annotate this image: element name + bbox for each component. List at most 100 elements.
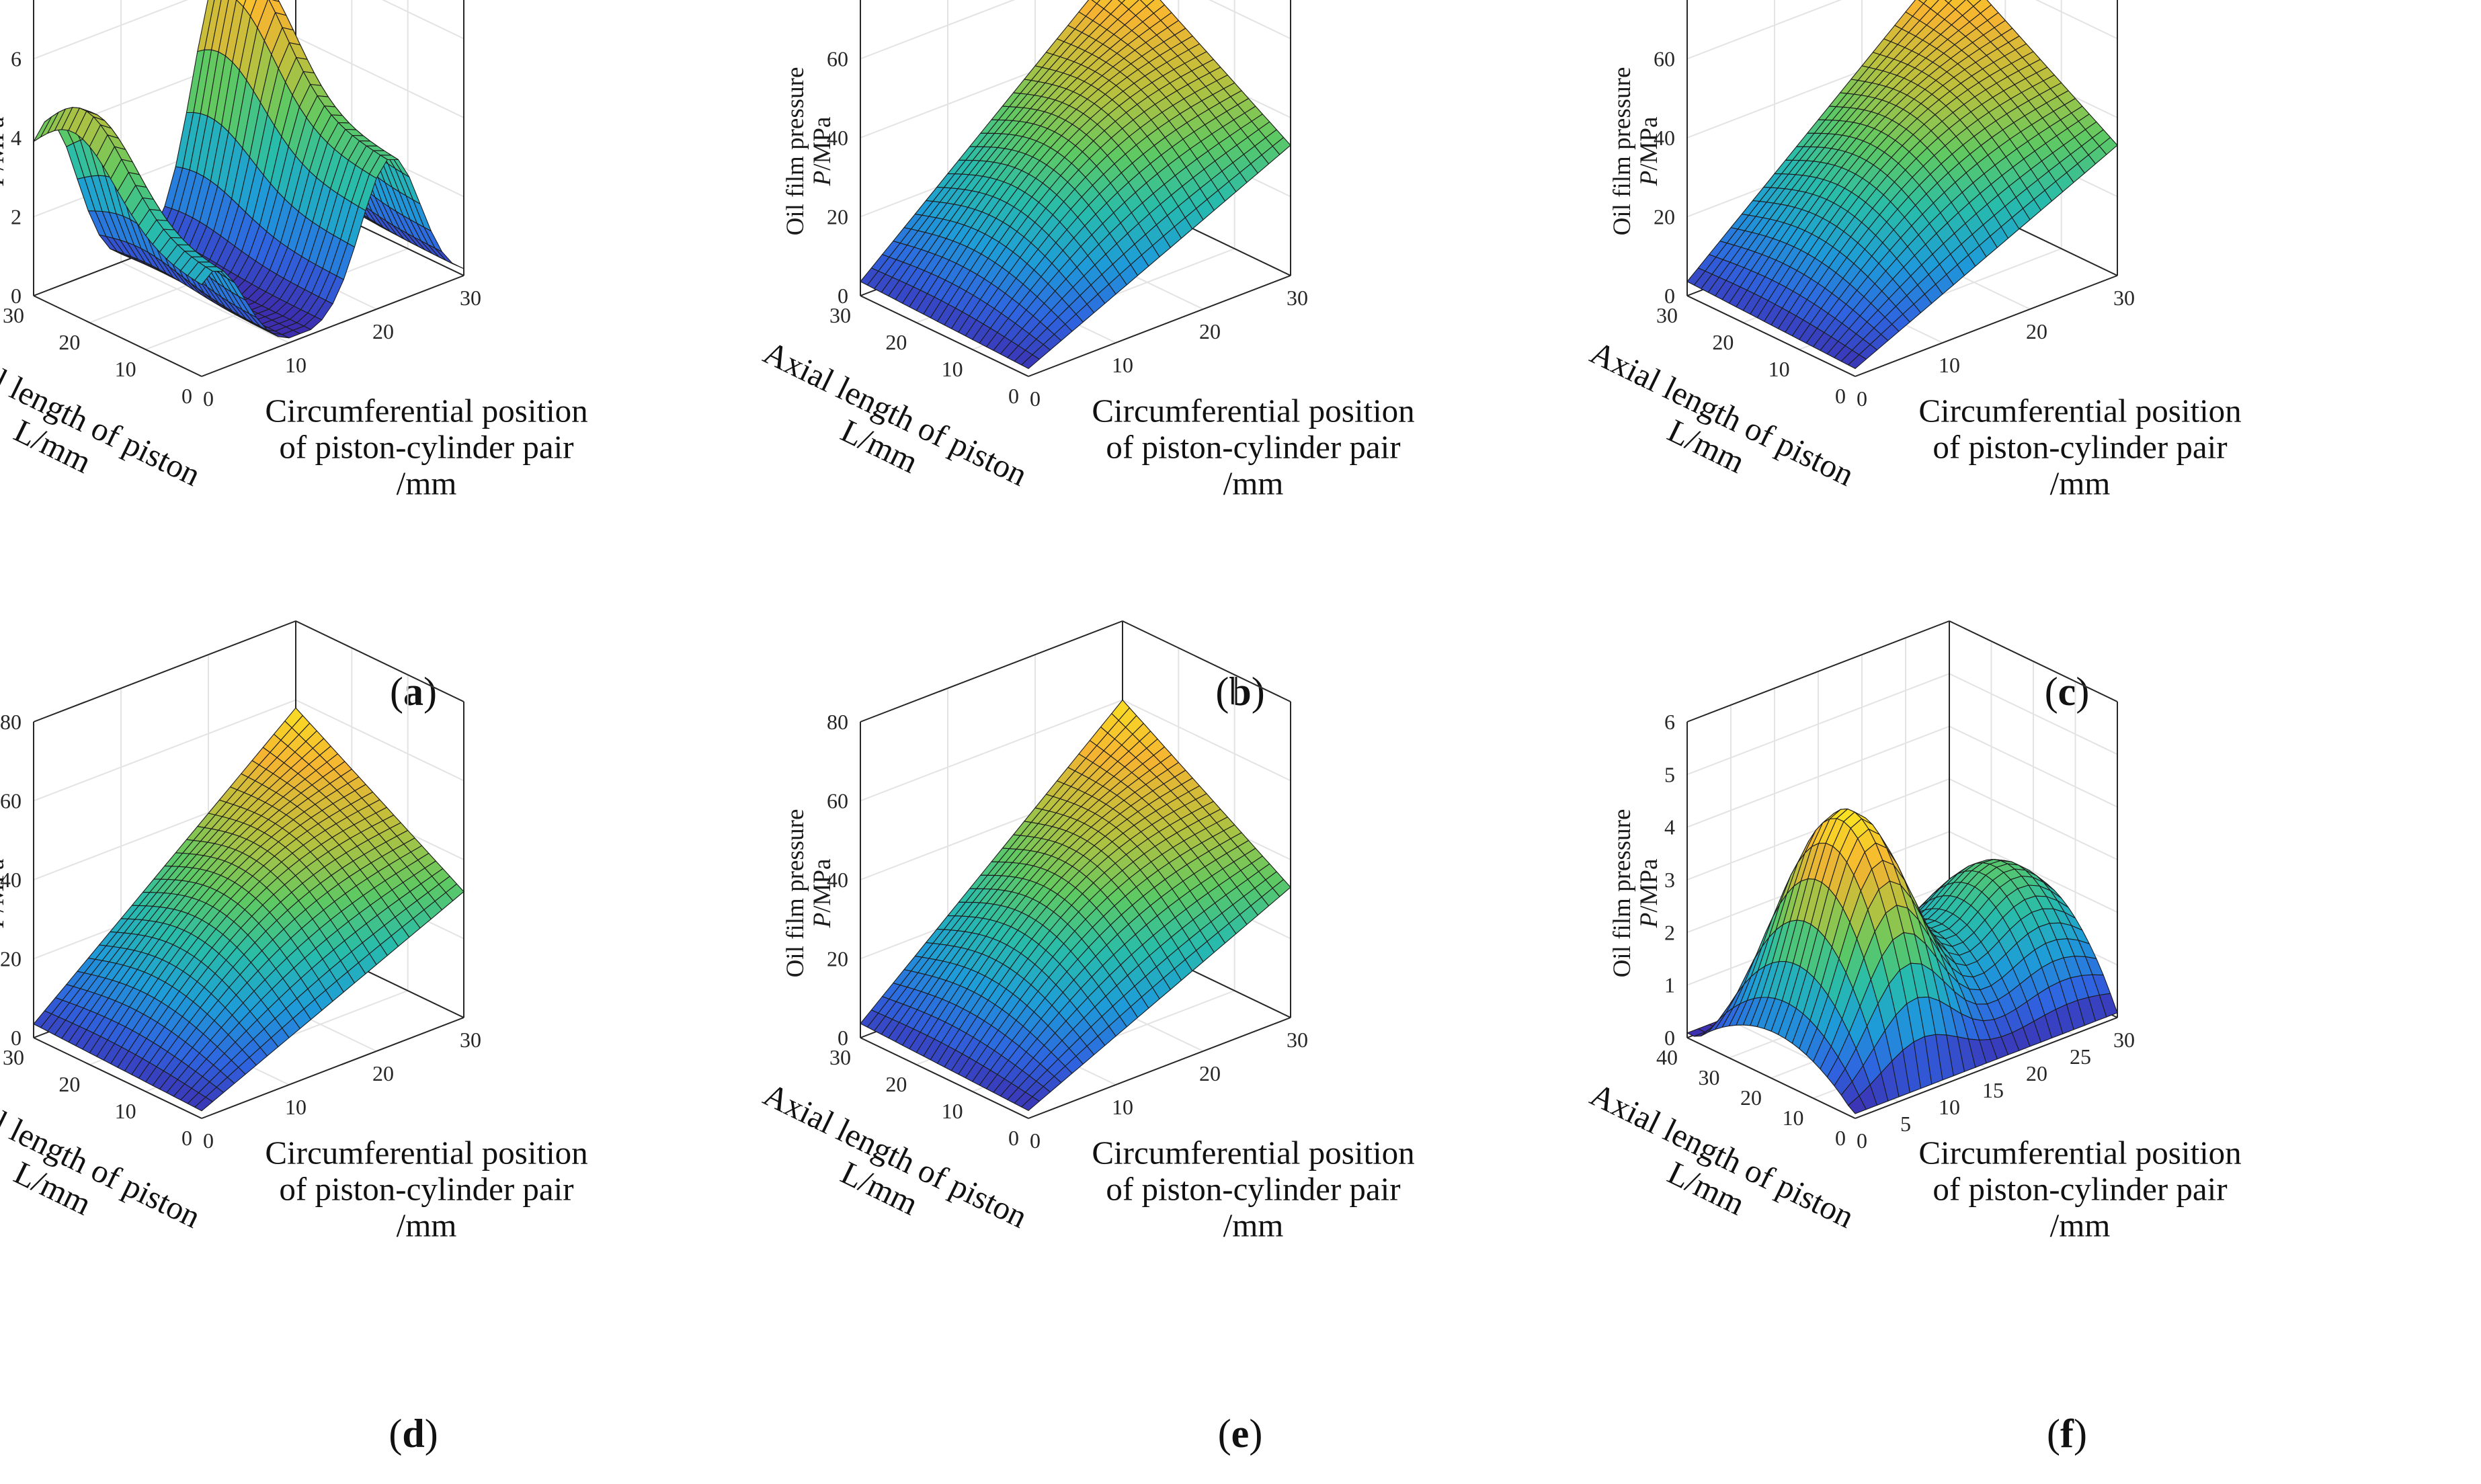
surface-e: [860, 699, 1291, 1111]
y-tick-label: 10: [1768, 357, 1790, 381]
panel-caption-letter: f: [2060, 1411, 2074, 1456]
y-tick-label: 30: [829, 1045, 851, 1069]
x-axis-label: Circumferential position of piston-cylind…: [1918, 393, 2241, 502]
surface-a: [33, 0, 464, 339]
panel-caption-letter: b: [1229, 669, 1252, 714]
x-tick-label: 10: [1112, 353, 1133, 377]
y-tick-label: 30: [3, 303, 24, 327]
x-tick-label: 20: [1199, 1061, 1221, 1085]
z-tick-label: 60: [827, 789, 848, 813]
z-tick-label: 6: [11, 47, 22, 71]
z-tick-label: 40: [827, 868, 848, 892]
axis-line: [1686, 295, 1856, 377]
surface-plot-a: 0246801020300102030Oil film pressureP/MP…: [0, 0, 588, 502]
x-tick-label: 30: [2113, 1028, 2135, 1052]
x-tick-label: 10: [1939, 1095, 1960, 1119]
x-tick-label: 30: [1287, 286, 1308, 310]
z-tick-label: 60: [1654, 47, 1675, 71]
x-tick-label: 20: [2026, 1061, 2047, 1085]
axis-line: [1686, 1037, 1856, 1119]
axes-box-b: [860, 0, 1291, 377]
y-tick-label: 30: [829, 303, 851, 327]
z-tick-label: 0: [1664, 284, 1675, 308]
y-tick-label: 10: [942, 357, 963, 381]
surface-d: [33, 707, 464, 1112]
y-tick-label: 20: [885, 1072, 907, 1096]
axis-line: [860, 295, 1029, 377]
x-tick-label: 25: [2070, 1044, 2091, 1069]
x-tick-label: 30: [460, 286, 481, 310]
z-tick-label: 20: [1654, 205, 1675, 229]
surface-patch: [194, 266, 213, 286]
x-tick-label: 20: [2026, 319, 2047, 343]
axis-line: [201, 1017, 464, 1119]
y-tick-label: 0: [1008, 384, 1019, 408]
surface-patch: [1848, 1095, 1867, 1114]
surface-patch: [1021, 1096, 1040, 1111]
axis-line: [1122, 620, 1291, 702]
z-tick-label: 20: [827, 947, 848, 971]
panel-caption-c: (c): [2044, 669, 2090, 714]
surface-c: [1686, 0, 2118, 369]
z-tick-label: 4: [11, 126, 22, 150]
panel-caption-letter: e: [1231, 1411, 1250, 1456]
axis-line: [201, 275, 464, 377]
axis-line: [1028, 275, 1291, 377]
chart-panel-a: 0246801020300102030Oil film pressureP/MP…: [0, 0, 827, 742]
axis-line: [1686, 620, 1950, 723]
y-tick-label: 0: [181, 384, 192, 408]
z-tick-label: 2: [11, 205, 22, 229]
x-tick-label: 0: [1030, 1128, 1041, 1153]
y-tick-label: 0: [1835, 1126, 1846, 1150]
chart-panel-f: 0 1 2 3 4 5 6 0 10 20 30 40 0 5 10 15 20 25 30 Oil film pre…: [1585, 620, 2480, 1484]
surface-patch: [1021, 354, 1040, 369]
y-tick-label: 10: [115, 1099, 136, 1123]
z-tick-label: 20: [827, 205, 848, 229]
surface-patch: [1848, 354, 1867, 369]
z-tick-label: 0: [1664, 1026, 1675, 1050]
x-tick-label: 0: [203, 386, 214, 411]
x-tick-label: 30: [1287, 1028, 1308, 1052]
x-tick-label: 20: [372, 319, 394, 343]
y-tick-label: 30: [1656, 303, 1678, 327]
z-axis-label: Oil film pressureP/MPa: [782, 809, 836, 978]
z-tick-label: 0: [11, 1026, 22, 1050]
z-axis-label: Oil film pressureP/MPa: [1609, 67, 1663, 236]
x-tick-label: 10: [1112, 1095, 1133, 1119]
panel-caption-letter: d: [402, 1411, 425, 1456]
x-tick-label: 15: [1982, 1078, 2004, 1102]
z-tick-label: 0: [838, 1026, 848, 1050]
y-tick-label: 10: [1783, 1106, 1804, 1130]
x-tick-label: 10: [285, 353, 307, 377]
z-tick-label: 40: [827, 126, 848, 150]
surface-patch: [1117, 0, 1126, 4]
y-tick-label: 0: [181, 1126, 192, 1150]
x-tick-label: 5: [1900, 1112, 1911, 1136]
axis-line: [33, 1037, 202, 1119]
z-axis-label: Oil film pressureP/MPa: [1609, 809, 1663, 978]
z-tick-label: 60: [827, 47, 848, 71]
y-tick-label: 20: [58, 330, 80, 354]
x-axis-label: Circumferential position of piston-cylind…: [1092, 1135, 1414, 1244]
z-gridline: [1686, 778, 2118, 880]
panel-caption-letter: a: [403, 669, 423, 714]
axis-line: [860, 1037, 1029, 1119]
x-tick-label: 30: [460, 1028, 481, 1052]
y-tick-label: 10: [942, 1099, 963, 1123]
x-tick-label: 0: [1857, 1128, 1867, 1153]
axes-box-e: [860, 620, 1291, 1119]
x-tick-label: 0: [1857, 386, 1867, 411]
y-tick-label: 40: [1656, 1045, 1678, 1069]
y-tick-label: 20: [1712, 330, 1734, 354]
z-axis-label: Oil film pressureP/MPa: [782, 67, 836, 236]
y-tick-label: 20: [58, 1072, 80, 1096]
surface-patch: [194, 1096, 213, 1112]
y-tick-label: 20: [885, 330, 907, 354]
y-tick-label: 30: [3, 1045, 24, 1069]
x-tick-label: 0: [1030, 386, 1041, 411]
z-tick-label: 0: [838, 284, 848, 308]
x-tick-label: 30: [2113, 286, 2135, 310]
